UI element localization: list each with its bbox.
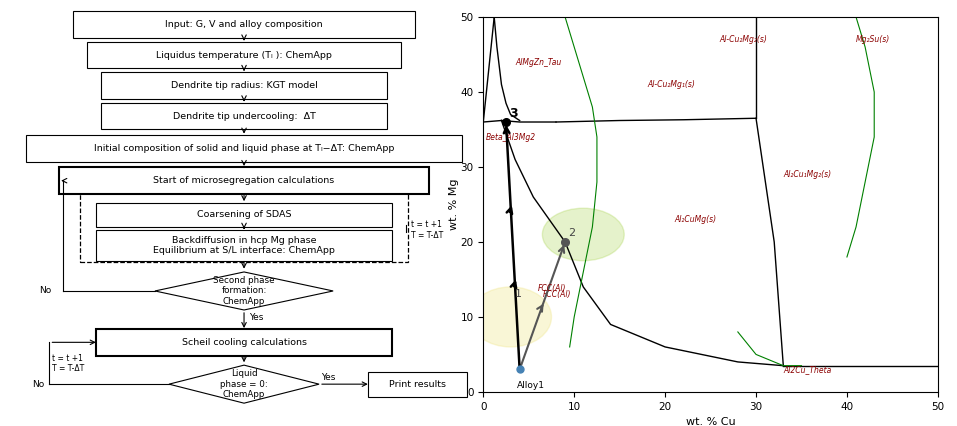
Text: 2: 2 (568, 228, 575, 238)
Text: 1: 1 (515, 289, 523, 299)
Text: Al₂CuMg(s): Al₂CuMg(s) (675, 215, 717, 224)
Text: Yes: Yes (322, 373, 336, 382)
Text: Coarsening of SDAS: Coarsening of SDAS (197, 210, 291, 219)
FancyBboxPatch shape (80, 192, 409, 262)
Text: 3: 3 (510, 107, 519, 120)
Text: Backdiffusion in hcp Mg phase
Equilibrium at S/L interface: ChemApp: Backdiffusion in hcp Mg phase Equilibriu… (153, 236, 335, 255)
Text: FCC(Al): FCC(Al) (543, 290, 571, 299)
FancyBboxPatch shape (101, 72, 387, 99)
Text: Second phase
formation:
ChemApp: Second phase formation: ChemApp (213, 276, 275, 306)
FancyBboxPatch shape (97, 202, 391, 227)
Text: Yes: Yes (249, 313, 263, 322)
Text: Al-Cu₂Mg₁(s): Al-Cu₂Mg₁(s) (647, 80, 695, 89)
Text: Beta_Al3Mg2: Beta_Al3Mg2 (486, 132, 536, 141)
Text: FCC(Al): FCC(Al) (538, 284, 567, 293)
FancyBboxPatch shape (87, 42, 401, 69)
Text: Scheil cooling calculations: Scheil cooling calculations (182, 338, 306, 347)
Text: t = t +1
T = T-ΔT: t = t +1 T = T-ΔT (411, 220, 443, 240)
Ellipse shape (543, 208, 624, 261)
X-axis label: wt. % Cu: wt. % Cu (686, 417, 735, 426)
FancyBboxPatch shape (368, 372, 467, 397)
Text: Input: G, V and alloy composition: Input: G, V and alloy composition (166, 20, 323, 29)
Text: No: No (33, 380, 45, 389)
Ellipse shape (470, 287, 551, 347)
FancyBboxPatch shape (101, 103, 387, 130)
Text: Dendrite tip undercooling:  ΔT: Dendrite tip undercooling: ΔT (172, 112, 316, 121)
Polygon shape (169, 365, 319, 403)
Text: Initial composition of solid and liquid phase at Tₗ−ΔT: ChemApp: Initial composition of solid and liquid … (94, 144, 394, 153)
FancyBboxPatch shape (73, 12, 415, 38)
Text: Liquid
phase = 0:
ChemApp: Liquid phase = 0: ChemApp (220, 369, 268, 399)
Polygon shape (155, 272, 333, 310)
Text: Al-Cu₂Mg₂(s): Al-Cu₂Mg₂(s) (720, 35, 768, 44)
Text: Al₂Cu₁Mg₂(s): Al₂Cu₁Mg₂(s) (783, 170, 832, 179)
FancyBboxPatch shape (97, 329, 391, 356)
Text: AlMgZn_Tau: AlMgZn_Tau (515, 58, 562, 66)
FancyBboxPatch shape (97, 230, 391, 261)
Text: t = t +1
T = T-ΔT: t = t +1 T = T-ΔT (52, 354, 84, 373)
Text: No: No (39, 286, 52, 296)
Y-axis label: wt. % Mg: wt. % Mg (449, 179, 459, 230)
Text: Dendrite tip radius: KGT model: Dendrite tip radius: KGT model (170, 81, 318, 90)
FancyBboxPatch shape (58, 167, 430, 194)
Text: Alloy1: Alloy1 (517, 381, 545, 390)
Text: Start of microsegregation calculations: Start of microsegregation calculations (153, 176, 335, 185)
Text: Liquidus temperature (Tₗ ): ChemApp: Liquidus temperature (Tₗ ): ChemApp (156, 51, 332, 60)
Text: Mg₂Su(s): Mg₂Su(s) (857, 35, 890, 44)
Text: Print results: Print results (389, 380, 446, 389)
Text: Al2Cu_Theta: Al2Cu_Theta (783, 365, 832, 374)
FancyBboxPatch shape (26, 135, 462, 161)
